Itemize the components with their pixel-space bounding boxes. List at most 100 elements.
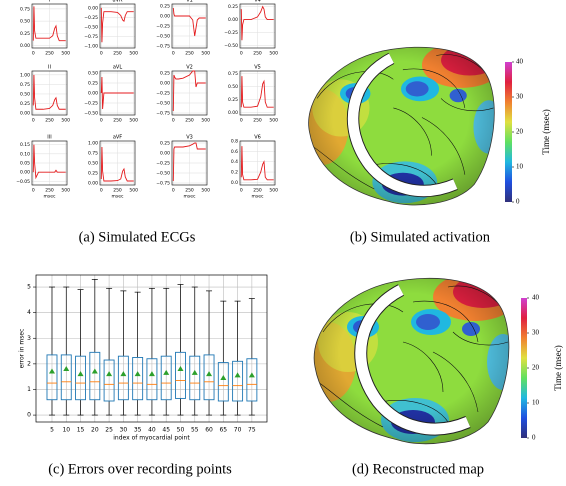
y-tick-label: 0.75 [228,71,238,77]
y-tick-label: 0.10 [20,151,30,157]
x-tick-label: 500 [201,51,210,57]
mean-marker [78,371,84,376]
colorbar-label: Time (msec) [553,345,563,390]
colorbar-tick-label: 0 [532,434,536,442]
mean-marker [135,371,141,376]
y-tick-label: −0.25 [84,101,98,107]
plot-title: II [48,65,51,71]
heart-map-simulated [295,41,504,213]
y-tick-label: 0.25 [88,171,98,177]
heart-map-reconstructed [300,272,519,452]
colorbar-tick-label: 10 [516,163,524,171]
y-tick-label: 0.75 [20,6,30,12]
y-tick-label: 4 [27,309,31,316]
y-tick-label: −0.75 [156,111,170,117]
y-axis-label: error in msec [19,329,26,369]
y-tick-label: 0.00 [228,110,238,116]
x-axis-label: index of myocardial point [113,435,190,442]
x-tick-label: 50 [177,427,185,434]
x-tick-label: 500 [201,188,210,194]
colorbar-tick-label: 30 [516,93,524,101]
y-tick-label: 0.00 [160,14,170,20]
mean-marker [106,371,112,376]
caption: (b) Simulated activation [350,229,491,245]
colorbar [505,62,512,202]
x-tick-label: 65 [219,427,227,434]
x-tick-label: 250 [185,51,194,57]
y-tick-label: 0.15 [20,142,30,148]
x-tick-label: 25 [105,427,113,434]
x-tick-label: 500 [269,51,278,57]
plot-title: III [47,135,51,141]
x-tick-label: 0 [240,51,243,57]
x-tick-label: 70 [234,427,242,434]
colorbar-tick-label: 20 [532,364,540,372]
y-tick-label: 3 [27,335,31,342]
x-tick-label: 0 [100,188,103,194]
colorbar-tick-label: 30 [532,329,540,337]
y-tick-label: −0.50 [84,111,98,117]
colorbar [521,298,527,438]
x-tick-label: 500 [269,118,278,124]
x-tick-label: 35 [134,427,142,434]
x-tick-label: 250 [113,188,122,194]
colorbar-label: Time (msec) [541,109,551,154]
x-axis-label: msec [184,195,196,200]
colorbar-tick-label: 40 [532,294,540,302]
y-tick-label: 0.25 [20,101,30,107]
mean-marker [49,369,55,374]
x-tick-label: 250 [185,118,194,124]
y-tick-label: 0.50 [20,91,30,97]
x-axis-label: msec [252,195,264,200]
y-tick-label: −0.75 [156,44,170,50]
colorbar-tick-label: 10 [532,399,540,407]
x-tick-label: 250 [253,118,262,124]
x-tick-label: 0 [172,51,175,57]
x-tick-label: 500 [269,188,278,194]
x-tick-label: 250 [45,188,54,194]
x-tick-label: 5 [50,427,54,434]
y-tick-label: 0.25 [228,4,238,10]
y-tick-label: −0.75 [156,181,170,187]
y-tick-label: 0.00 [160,81,170,87]
figure: (a) Simulated ECGs (b) Simulated activat… [0,0,566,486]
y-tick-label: 0.00 [160,151,170,157]
y-tick-label: 1.00 [20,72,30,78]
x-tick-label: 500 [129,188,138,194]
y-tick-label: −0.25 [156,91,170,97]
y-tick-label: 0.00 [88,181,98,187]
x-tick-label: 0 [100,118,103,124]
y-tick-label: −0.25 [156,161,170,167]
mean-marker [63,366,69,371]
y-tick-label: −0.05 [16,179,30,185]
x-tick-label: 0 [100,51,103,57]
plot-title: aVL [113,65,122,71]
x-tick-label: 0 [32,51,35,57]
y-tick-label: 0.2 [231,170,238,176]
y-tick-label: 0.00 [88,5,98,11]
colorbar-tick-label: 0 [516,198,520,206]
x-tick-label: 10 [62,427,70,434]
x-tick-label: 250 [113,118,122,124]
y-tick-label: 5 [27,284,31,291]
y-tick-label: 1 [27,386,31,393]
y-tick-label: 0.50 [88,71,98,77]
y-tick-label: −1.00 [84,44,98,50]
x-tick-label: 500 [61,51,70,57]
x-tick-label: 250 [185,188,194,194]
y-tick-label: 0.75 [20,82,30,88]
caption: (c) Errors over recording points [48,461,232,477]
caption: (a) Simulated ECGs [79,229,196,245]
y-tick-label: 0.00 [20,111,30,117]
y-tick-label: 0.0 [231,180,238,186]
caption: (d) Reconstructed map [352,461,484,477]
y-tick-label: −0.50 [156,101,170,107]
y-tick-label: −0.25 [156,24,170,30]
y-tick-label: 0.25 [228,97,238,103]
mean-marker [149,371,155,376]
y-tick-label: 0.25 [160,141,170,147]
mean-marker [192,370,198,375]
y-tick-label: 0.4 [231,159,238,165]
x-tick-label: 250 [45,118,54,124]
x-axis-label: msec [112,195,124,200]
